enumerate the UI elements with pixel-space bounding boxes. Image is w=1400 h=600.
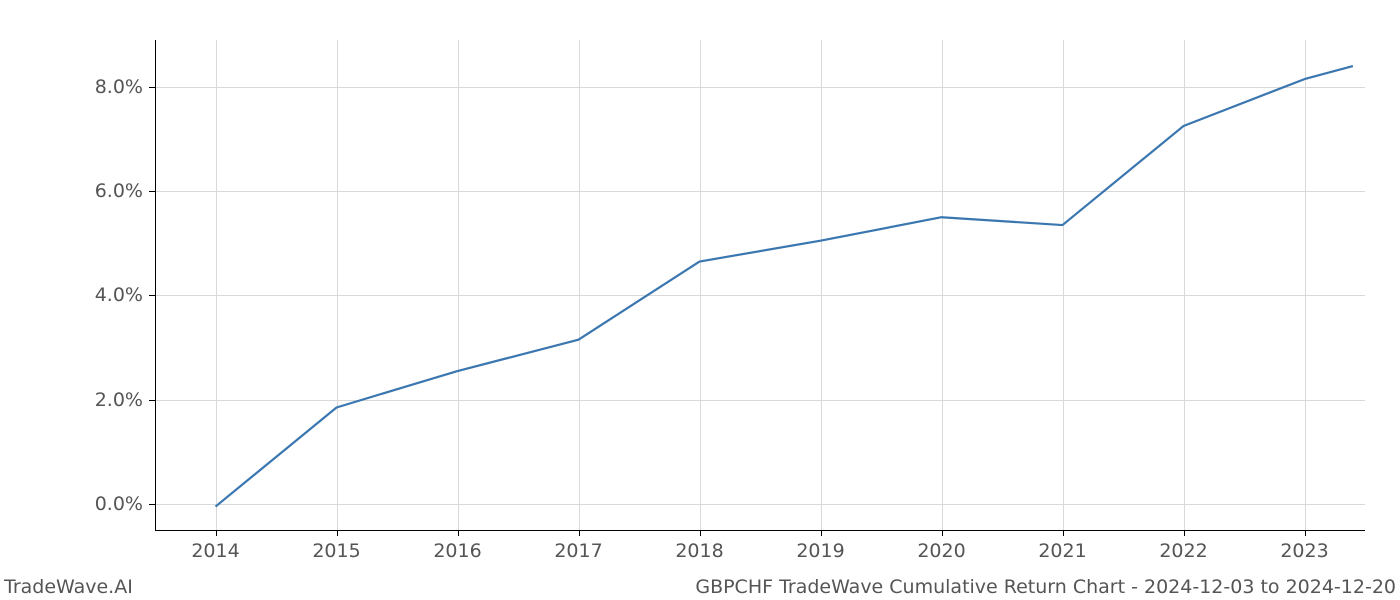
footer-brand: TradeWave.AI — [4, 576, 133, 598]
footer-caption: GBPCHF TradeWave Cumulative Return Chart… — [695, 576, 1396, 598]
y-tick-label: 2.0% — [95, 389, 143, 411]
x-axis-spine — [155, 530, 1365, 531]
chart-container: TradeWave.AI GBPCHF TradeWave Cumulative… — [0, 0, 1400, 600]
x-tick-label: 2018 — [675, 540, 723, 562]
y-tick-label: 6.0% — [95, 180, 143, 202]
x-tick-label: 2017 — [554, 540, 602, 562]
x-tick-label: 2023 — [1280, 540, 1328, 562]
x-tick-label: 2014 — [191, 540, 239, 562]
x-tick-label: 2022 — [1159, 540, 1207, 562]
line-series — [155, 40, 1365, 530]
y-tick-label: 0.0% — [95, 493, 143, 515]
x-tick-label: 2016 — [433, 540, 481, 562]
return-line — [216, 66, 1353, 506]
y-tick-label: 4.0% — [95, 284, 143, 306]
y-tick-label: 8.0% — [95, 76, 143, 98]
x-tick-label: 2020 — [917, 540, 965, 562]
x-tick-label: 2019 — [796, 540, 844, 562]
x-tick-label: 2021 — [1038, 540, 1086, 562]
x-tick-label: 2015 — [312, 540, 360, 562]
